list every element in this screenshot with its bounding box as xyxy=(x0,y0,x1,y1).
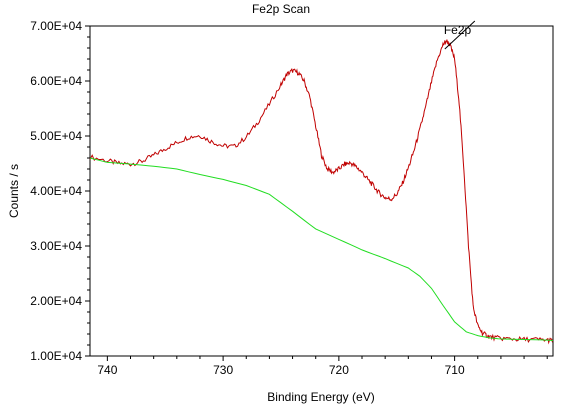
y-tick-label: 1.00E+04 xyxy=(30,349,82,363)
x-tick-label: 730 xyxy=(213,363,233,377)
spectrum-line xyxy=(89,39,554,345)
y-tick-label: 4.00E+04 xyxy=(30,184,82,198)
plot-frame xyxy=(89,25,554,357)
x-tick-label: 710 xyxy=(445,363,465,377)
x-tick-label: 720 xyxy=(329,363,349,377)
y-tick-label: 6.00E+04 xyxy=(30,74,82,88)
y-tick-label: 3.00E+04 xyxy=(30,239,82,253)
annotation-pointer xyxy=(444,20,476,50)
chart-title: Fe2p Scan xyxy=(252,2,310,16)
x-axis-label: Binding Energy (eV) xyxy=(267,390,374,404)
x-tick-label: 740 xyxy=(97,363,117,377)
y-tick-label: 2.00E+04 xyxy=(30,294,82,308)
y-tick-label: 5.00E+04 xyxy=(30,129,82,143)
annotations: Fe2p xyxy=(444,20,476,50)
peak-annotation: Fe2p xyxy=(444,23,472,37)
y-tick-label: 7.00E+04 xyxy=(30,19,82,33)
y-axis-label: Counts / s xyxy=(7,164,21,218)
y-axis: 1.00E+04 2.00E+04 3.00E+04 4.00E+04 5.00E+04… xyxy=(30,19,90,363)
plot-lines xyxy=(89,39,554,345)
background-line xyxy=(89,157,554,342)
x-axis: 740 730 720 710 xyxy=(97,356,548,377)
